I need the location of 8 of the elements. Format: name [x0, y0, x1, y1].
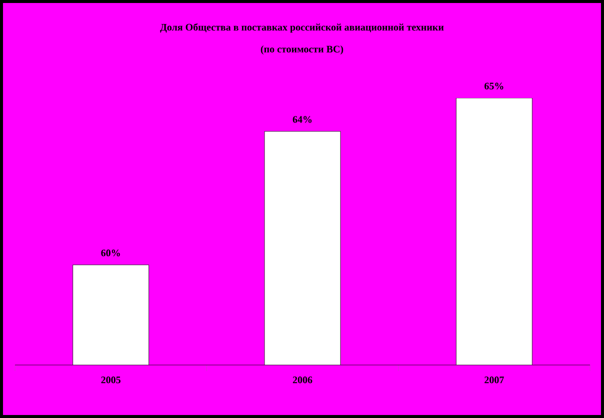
chart-subtitle: (по стоимости ВС) — [260, 45, 344, 55]
x-tick-label: 2007 — [484, 376, 504, 384]
data-label: 64% — [292, 116, 312, 123]
x-tick-label: 2006 — [292, 376, 312, 384]
chart-title: Доля Общества в поставках российской авиационной техники — [160, 23, 444, 33]
data-label: 60% — [101, 250, 120, 256]
x-tick-label: 2005 — [101, 376, 120, 384]
data-label: 65% — [484, 82, 504, 90]
